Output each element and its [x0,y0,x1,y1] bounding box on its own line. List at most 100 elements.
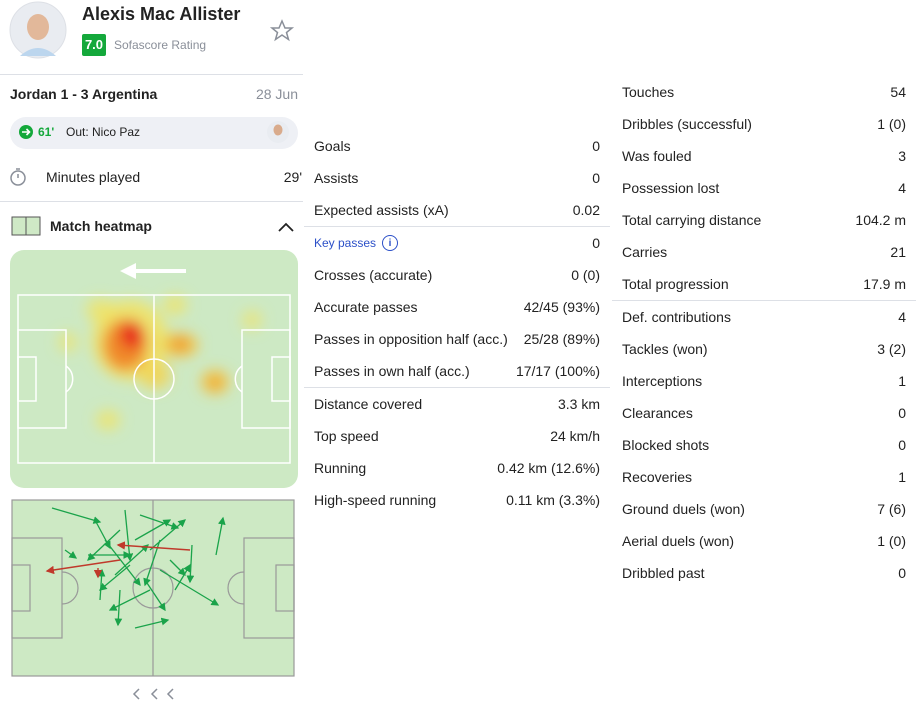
failed-pass-arrows [45,541,191,579]
stat-label: Possession lost [622,180,720,196]
stat-row: Passes in opposition half (acc.) 25/28 (8… [304,323,610,355]
stat-label: Accurate passes [314,299,418,315]
stat-row: Interceptions 1 [612,365,916,397]
stat-label: Goals [314,138,351,154]
stat-label: Tackles (won) [622,341,708,357]
stat-label: Expected assists (xA) [314,202,449,218]
stat-row: Top speed 24 km/h [304,420,610,452]
stat-value: 0.11 km (3.3%) [506,492,600,508]
stat-row: Assists 0 [304,162,610,194]
info-icon[interactable]: i [382,235,399,251]
stat-value: 0 [898,437,906,453]
stat-value: 25/28 (89%) [523,331,600,347]
stat-label: Distance covered [314,396,423,412]
stat-label: Passes in own half (acc.) [314,363,470,379]
stopwatch-hand [16,168,20,178]
stat-value: 7 (6) [877,501,906,517]
stat-value: 3.3 km [557,396,600,412]
stat-row: Total progression 17.9 m [612,268,916,300]
stat-label: Crosses (accurate) [314,267,433,283]
sub-text: Out: Nico Paz [66,125,141,139]
stat-label: Total progression [622,276,729,292]
stat-label: Dribbles (successful) [622,116,752,132]
stat-label: Was fouled [622,148,692,164]
heatmap-lines [17,294,291,464]
avatar-shirt [20,48,56,56]
stat-row: Dribbled past 0 [612,557,916,581]
stat-value: 0 [592,138,600,154]
passmap-lines [11,499,295,677]
stat-group: Def. contributions 4 Tackles (won) 3 (2) Int… [612,300,916,581]
stat-label: Dribbled past [622,565,705,581]
sub-pill [10,117,298,149]
stat-row: Key passes i 0 [304,227,610,259]
stat-value: 0.42 km (12.6%) [497,460,600,476]
stat-label: Carries [622,244,668,260]
stat-row: Blocked shots 0 [612,429,916,461]
stat-value: 104.2 m [855,212,906,228]
stat-label: Blocked shots [622,437,710,453]
minutes-label: Minutes played [46,169,141,185]
stat-group: Key passes i 0 Crosses (accurate) 0 (0) Accur… [304,226,610,387]
stat-row: Passes in own half (acc.) 17/17 (100%) [304,355,610,387]
stat-label: Total carrying distance [622,212,762,228]
stat-label: Recoveries [622,469,693,485]
stat-row: Def. contributions 4 [612,301,916,333]
stat-label: Key passes [314,236,377,250]
rating-badge [82,34,106,56]
stat-value: 3 (2) [877,341,906,357]
stat-label: Ground duels (won) [622,501,745,517]
stat-row: Tackles (won) 3 (2) [612,333,916,365]
collapse-chevron[interactable] [278,222,294,232]
stat-value: 24 km/h [550,428,600,444]
sub-arrow [22,128,31,136]
rating-label: Sofascore Rating [114,38,207,52]
stat-label: Assists [314,170,359,186]
avatar-face [27,14,49,40]
stat-row: Expected assists (xA) 0.02 [304,194,610,226]
sub-minute: 61' [38,125,55,139]
stat-value: 1 [898,469,906,485]
left-panel-graphics [0,1,303,700]
stat-row: Possession lost 4 [612,172,916,204]
stat-value: 17/17 (100%) [515,363,600,379]
stat-group: Goals 0 Assists 0 Expected assists (xA) 0.02 [304,130,610,226]
favorite-star[interactable] [269,19,295,42]
stat-row: Goals 0 [304,130,610,162]
stat-row: Running 0.42 km (12.6%) [304,452,610,484]
sub-avatar-face [273,124,283,136]
stat-row: Clearances 0 [612,397,916,429]
stat-value: 1 (0) [877,116,906,132]
pass-arrows [51,507,226,629]
stat-label: Touches [622,84,675,100]
carousel-nav[interactable] [132,688,174,700]
stat-row: Carries 21 [612,236,916,268]
stat-value: 17.9 m [863,276,906,292]
stat-row: Crosses (accurate) 0 (0) [304,259,610,291]
stat-row: Distance covered 3.3 km [304,388,610,420]
stat-value: 0 [898,565,906,581]
stat-label: Running [314,460,367,476]
stat-label: High-speed running [314,492,437,508]
match-title[interactable]: Jordan 1 - 3 Argentina [10,86,158,102]
stat-label: Clearances [622,405,693,421]
stat-value: 0 [898,405,906,421]
stat-label: Top speed [314,428,379,444]
stat-value: 42/45 (93%) [523,299,600,315]
stat-value: 4 [898,180,906,196]
stat-group: Touches 54 Dribbles (successful) 1 (0) Was f… [612,76,916,300]
match-date: 28 Jun [255,86,298,102]
stat-value: 0 [592,235,600,251]
stat-group: Distance covered 3.3 km Top speed 24 km/h Ru… [304,387,610,516]
heatmap-blobs [58,295,262,430]
stat-label: Passes in opposition half (acc.) [314,331,508,347]
stats-right: Touches 54 Dribbles (successful) 1 (0) Was f… [612,76,916,581]
stat-link[interactable]: Key passes i [314,235,399,251]
stat-label: Interceptions [622,373,703,389]
stat-value: 3 [898,148,906,164]
stat-value: 0 (0) [571,267,600,283]
stopwatch-icon [10,170,26,186]
rating-value: 7.0 [84,37,104,52]
minutes-value: 29' [283,169,302,185]
